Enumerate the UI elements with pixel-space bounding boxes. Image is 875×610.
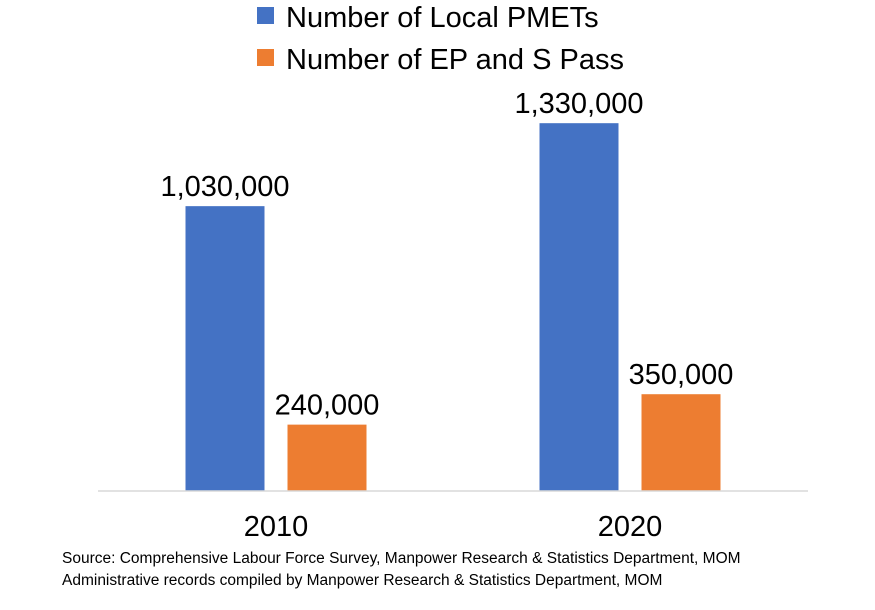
data-label-local-pmets-2010: 1,030,000 xyxy=(160,171,289,203)
legend-swatch-local-pmets xyxy=(257,7,274,24)
legend-label-ep-s-pass: Number of EP and S Pass xyxy=(286,44,624,76)
data-label-local-pmets-2020: 1,330,000 xyxy=(514,88,643,120)
x-tick-label-2020: 2020 xyxy=(598,511,663,543)
chart-legend: Number of Local PMETs Number of EP and S… xyxy=(257,2,624,76)
bar-local-pmets-2020 xyxy=(539,123,619,491)
data-label-ep-s-pass-2010: 240,000 xyxy=(275,390,380,422)
bar-group: 1,030,000 240,000 1,330,000 350,000 xyxy=(160,88,733,491)
bar-ep-s-pass-2020 xyxy=(641,394,721,491)
legend-label-local-pmets: Number of Local PMETs xyxy=(286,2,599,34)
legend-swatch-ep-s-pass xyxy=(257,49,274,66)
x-axis-ticks: 2010 2020 xyxy=(244,511,663,543)
bar-ep-s-pass-2010 xyxy=(287,424,367,491)
source-line-2: Administrative records compiled by Manpo… xyxy=(62,572,662,589)
source-line-1: Source: Comprehensive Labour Force Surve… xyxy=(62,550,741,567)
source-note: Source: Comprehensive Labour Force Surve… xyxy=(62,550,741,589)
bar-local-pmets-2010 xyxy=(185,206,265,491)
x-tick-label-2010: 2010 xyxy=(244,511,309,543)
data-label-ep-s-pass-2020: 350,000 xyxy=(629,359,734,391)
